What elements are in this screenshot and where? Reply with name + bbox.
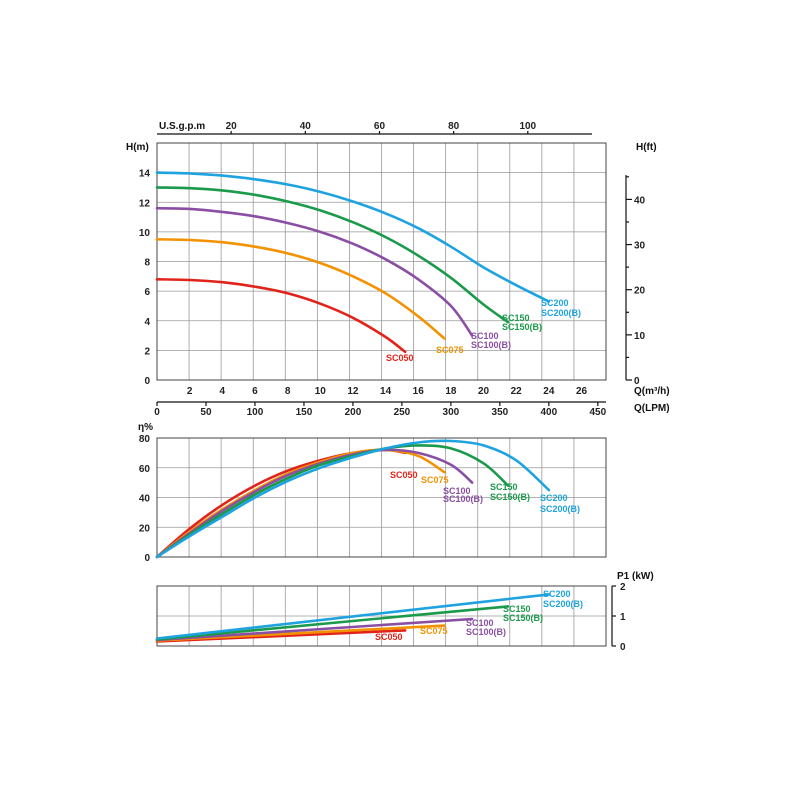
head-chart: U.S.g.p.m 20 40 60 80 100H(m)02468101214H(ft)…	[126, 121, 670, 418]
head-xtick: 2	[187, 386, 193, 397]
head-xtick: 26	[576, 386, 588, 397]
pow-label-sc100: SC100	[466, 618, 494, 628]
eff-ytick: 20	[139, 523, 151, 534]
pow-ylabel: P1 (kW)	[617, 571, 654, 582]
head-label-sc100b: SC100(B)	[471, 340, 511, 350]
head-series-sc200	[155, 171, 551, 303]
pow-label-sc075: SC075	[420, 626, 448, 636]
head-label-sc075: SC075	[436, 345, 464, 355]
eff-label-sc150: SC150	[490, 482, 518, 492]
pow-label-sc050: SC050	[375, 632, 403, 642]
head-top-tick-label: 80	[448, 121, 460, 132]
head-ytick-right: 30	[634, 241, 646, 252]
head-xtick: 6	[252, 386, 258, 397]
head-top-axis-label: U.S.g.p.m	[159, 121, 205, 132]
eff-ytick: 80	[139, 434, 151, 445]
head-xtick: 18	[445, 386, 457, 397]
eff-label-sc200: SC200	[540, 493, 568, 503]
head-ytick-left: 0	[144, 376, 150, 387]
head-lpm-tick-label: 400	[541, 407, 558, 418]
eff-label-sc050: SC050	[390, 470, 418, 480]
head-xtick: 24	[543, 386, 555, 397]
pow-label-sc200: SC200	[543, 589, 571, 599]
head-xtick: 8	[285, 386, 291, 397]
power-chart: P1 (kW)012SC050SC075SC100SC100(B)SC150SC…	[155, 571, 654, 653]
pow-series-sc200	[155, 593, 551, 640]
head-ylabel-right: H(ft)	[636, 142, 657, 153]
head-ytick-left: 8	[144, 258, 150, 269]
pow-series-sc150	[155, 605, 510, 641]
head-ytick-left: 2	[144, 346, 150, 357]
head-series-sc100	[155, 206, 474, 337]
head-lpm-tick-label: 50	[200, 407, 212, 418]
head-top-tick-label: 40	[300, 121, 312, 132]
pow-label-sc150: SC150	[503, 604, 531, 614]
head-xlabel: Q(m³/h)	[634, 386, 670, 397]
head-label-sc150b: SC150(B)	[502, 322, 542, 332]
head-lpm-tick-label: 100	[247, 407, 264, 418]
head-top-tick-label: 60	[374, 121, 386, 132]
head-lpm-tick-label: 0	[154, 407, 160, 418]
head-label-sc150: SC150	[502, 313, 530, 323]
eff-ylabel: η%	[138, 422, 153, 433]
head-xtick: 14	[380, 386, 392, 397]
pow-ytick: 2	[620, 582, 626, 593]
eff-label-sc100: SC100	[443, 486, 471, 496]
head-xtick: 12	[347, 386, 359, 397]
head-series-sc150	[155, 186, 510, 324]
head-lpm-tick-label: 250	[394, 407, 411, 418]
head-lpm-tick-label: 200	[345, 407, 362, 418]
head-series-sc050	[155, 278, 407, 354]
eff-series-sc200	[155, 439, 551, 559]
head-label-sc200: SC200	[541, 298, 569, 308]
head-lpm-tick-label: 450	[589, 407, 606, 418]
pow-label-sc100b: SC100(B)	[466, 627, 506, 637]
head-lpm-tick-label: 300	[443, 407, 460, 418]
head-frame	[156, 142, 607, 381]
head-ytick-right: 10	[634, 331, 646, 342]
eff-label-sc100b: SC100(B)	[443, 494, 483, 504]
head-xtick: 10	[315, 386, 327, 397]
head-ytick-right: 40	[634, 195, 646, 206]
head-xtick: 20	[478, 386, 490, 397]
head-lpm-tick-label: 350	[492, 407, 509, 418]
head-ylabel-left: H(m)	[126, 142, 149, 153]
pow-label-sc200b: SC200(B)	[543, 599, 583, 609]
pow-series-sc100	[155, 617, 474, 642]
eff-ytick: 0	[144, 553, 150, 564]
head-ytick-left: 14	[139, 169, 151, 180]
head-xtick: 22	[511, 386, 523, 397]
head-label-sc200b: SC200(B)	[541, 308, 581, 318]
head-label-sc100: SC100	[471, 331, 499, 341]
head-lpm-tick-label: 150	[296, 407, 313, 418]
head-ytick-right: 0	[634, 376, 640, 387]
head-xlabel2: Q(LPM)	[634, 403, 670, 414]
head-top-tick-label: 100	[519, 121, 536, 132]
head-ytick-right: 20	[634, 286, 646, 297]
eff-series-sc050	[155, 448, 407, 559]
eff-ytick: 40	[139, 494, 151, 505]
eff-label-sc200b: SC200(B)	[540, 504, 580, 514]
pow-label-sc150b: SC150(B)	[503, 613, 543, 623]
pow-ytick: 1	[620, 612, 626, 623]
eff-series-sc100	[155, 448, 474, 559]
eff-series-sc150	[155, 444, 510, 559]
pow-ytick: 0	[620, 642, 626, 653]
head-xtick: 4	[220, 386, 226, 397]
head-ytick-left: 12	[139, 198, 151, 209]
eff-label-sc075: SC075	[421, 475, 449, 485]
pow-frame	[156, 585, 607, 647]
head-top-tick-label: 20	[226, 121, 238, 132]
eff-frame	[156, 437, 607, 558]
head-xtick: 16	[413, 386, 425, 397]
head-ytick-left: 10	[139, 228, 151, 239]
head-series-sc075	[155, 238, 446, 340]
head-ytick-left: 6	[144, 287, 150, 298]
head-label-sc050: SC050	[386, 353, 414, 363]
head-ytick-left: 4	[144, 317, 150, 328]
eff-label-sc150b: SC150(B)	[490, 492, 530, 502]
eff-ytick: 60	[139, 464, 151, 475]
